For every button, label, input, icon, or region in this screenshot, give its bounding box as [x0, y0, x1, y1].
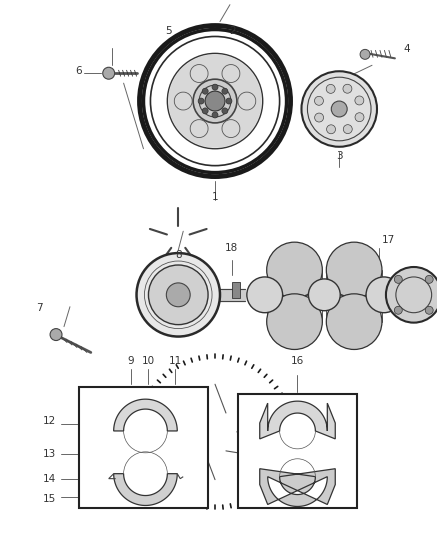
Circle shape — [166, 283, 190, 307]
Circle shape — [425, 276, 433, 284]
Text: 12: 12 — [42, 416, 56, 426]
Circle shape — [360, 50, 370, 59]
Text: 1: 1 — [212, 192, 218, 203]
Circle shape — [247, 277, 283, 313]
Polygon shape — [114, 399, 177, 431]
Circle shape — [343, 125, 352, 134]
Circle shape — [202, 108, 208, 114]
Text: 11: 11 — [169, 357, 182, 366]
Circle shape — [205, 91, 225, 111]
Circle shape — [394, 276, 402, 284]
Circle shape — [193, 79, 237, 123]
Bar — [238, 394, 357, 508]
Text: 6: 6 — [76, 66, 82, 76]
Text: 16: 16 — [291, 357, 304, 366]
Circle shape — [326, 294, 382, 350]
Circle shape — [326, 84, 335, 93]
Text: 14: 14 — [42, 474, 56, 483]
Polygon shape — [260, 469, 335, 506]
Text: 10: 10 — [142, 357, 155, 366]
Text: 15: 15 — [42, 494, 56, 504]
Circle shape — [314, 113, 324, 122]
Circle shape — [366, 277, 402, 313]
Circle shape — [103, 67, 115, 79]
Circle shape — [394, 306, 402, 314]
Circle shape — [331, 101, 347, 117]
Circle shape — [198, 98, 204, 104]
Circle shape — [327, 125, 336, 134]
Circle shape — [202, 88, 208, 94]
Text: 3: 3 — [336, 151, 343, 161]
Circle shape — [308, 279, 340, 311]
Circle shape — [137, 253, 220, 336]
Text: 5: 5 — [165, 27, 172, 36]
Text: 13: 13 — [42, 449, 56, 459]
Polygon shape — [260, 401, 335, 439]
Text: 7: 7 — [36, 303, 42, 313]
Circle shape — [355, 112, 364, 122]
Circle shape — [343, 84, 352, 93]
Circle shape — [226, 98, 232, 104]
Circle shape — [425, 306, 433, 314]
Circle shape — [386, 267, 438, 322]
Circle shape — [355, 96, 364, 105]
Circle shape — [50, 329, 62, 341]
Circle shape — [212, 112, 218, 118]
Circle shape — [222, 88, 228, 94]
Text: 8: 8 — [175, 250, 182, 260]
Circle shape — [148, 265, 208, 325]
Text: 17: 17 — [382, 235, 396, 245]
Circle shape — [314, 96, 323, 106]
Bar — [79, 387, 208, 508]
Polygon shape — [114, 474, 177, 505]
Circle shape — [326, 242, 382, 298]
Circle shape — [222, 108, 228, 114]
Circle shape — [212, 84, 218, 90]
Text: 4: 4 — [403, 44, 410, 54]
Circle shape — [387, 273, 431, 317]
Text: 9: 9 — [127, 357, 134, 366]
Bar — [232, 282, 240, 298]
Text: 2: 2 — [230, 27, 236, 36]
Circle shape — [267, 242, 322, 298]
Circle shape — [168, 54, 262, 148]
Circle shape — [301, 71, 377, 147]
Circle shape — [267, 294, 322, 350]
Text: 18: 18 — [225, 243, 239, 253]
